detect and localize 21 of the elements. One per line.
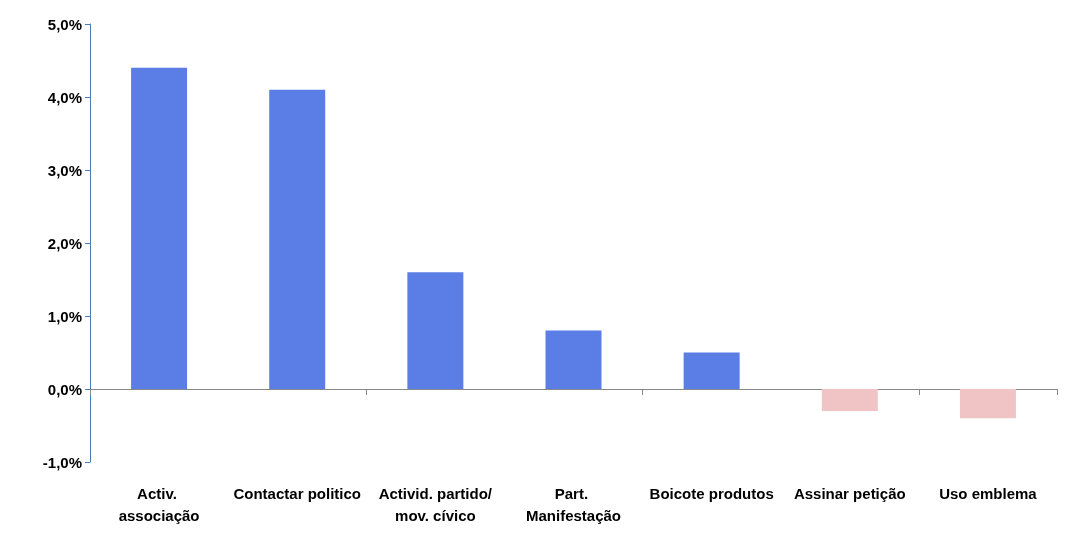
x-tick-label: Contactar politico <box>233 484 361 502</box>
bar <box>959 389 1016 419</box>
y-tick-label: 3,0% <box>47 161 82 179</box>
x-tick-label: Assinar petição <box>793 484 906 502</box>
bar <box>683 352 740 389</box>
x-tick-label: Activid. partido/mov. cívico <box>378 484 493 524</box>
bar <box>269 89 326 389</box>
bar <box>545 330 602 389</box>
y-tick-label: -1,0% <box>42 453 82 471</box>
bar <box>821 389 878 411</box>
y-tick-label: 1,0% <box>47 307 82 325</box>
y-tick-label: 2,0% <box>47 234 82 252</box>
y-tick-label: 5,0% <box>47 15 82 33</box>
x-tick-label: Boicote produtos <box>649 484 774 502</box>
y-tick-label: 0,0% <box>47 380 82 398</box>
bar <box>131 67 188 389</box>
x-tick-label: Uso emblema <box>939 484 1038 502</box>
bar <box>407 272 464 389</box>
x-tick-label: Part. Manifestação <box>525 484 622 524</box>
x-tick-label: Activ. associação <box>118 484 200 524</box>
y-tick-label: 4,0% <box>47 88 82 106</box>
